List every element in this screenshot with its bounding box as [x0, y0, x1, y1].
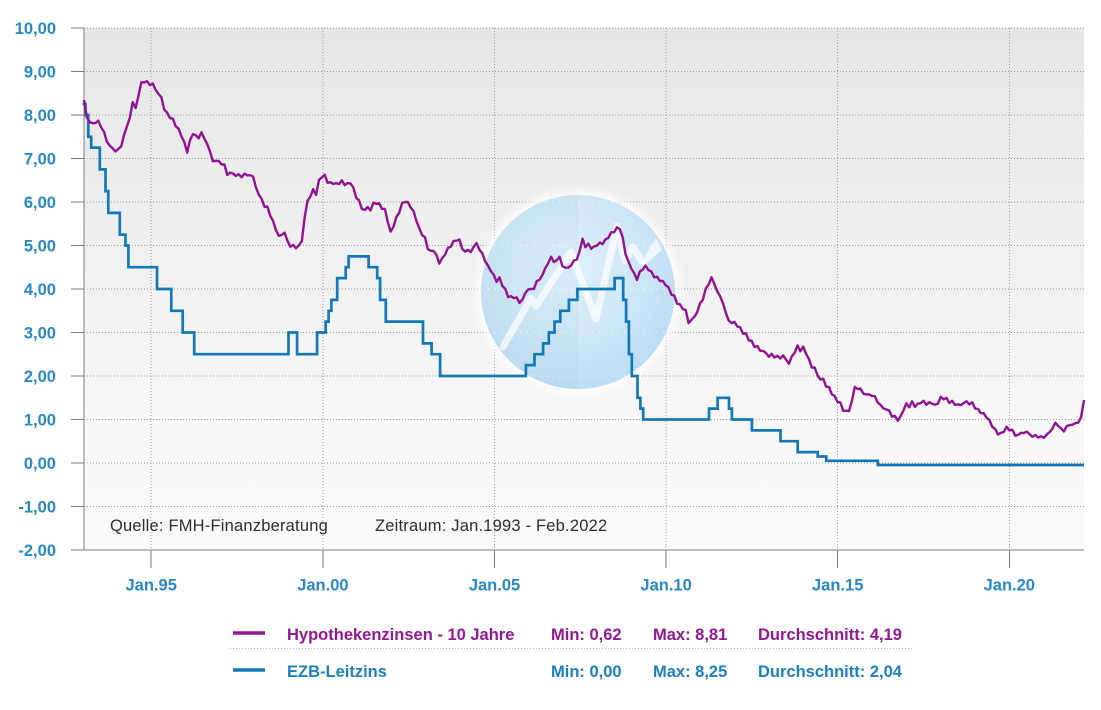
svg-text:Durchschnitt: 4,19: Durchschnitt: 4,19	[758, 626, 902, 644]
svg-text:Max: 8,25: Max: 8,25	[653, 663, 727, 681]
svg-text:8,00: 8,00	[24, 107, 56, 125]
svg-text:Jan.00: Jan.00	[297, 577, 348, 595]
svg-text:Quelle: FMH-Finanzberatung: Quelle: FMH-Finanzberatung	[110, 517, 328, 535]
svg-text:-2,00: -2,00	[18, 542, 56, 560]
svg-text:10,00: 10,00	[15, 20, 56, 38]
svg-text:0,00: 0,00	[24, 455, 56, 473]
svg-text:Durchschnitt: 2,04: Durchschnitt: 2,04	[758, 663, 903, 681]
svg-text:Zeitraum: Jan.1993 - Feb.2022: Zeitraum: Jan.1993 - Feb.2022	[375, 517, 607, 535]
svg-text:Jan.10: Jan.10	[640, 577, 691, 595]
svg-text:4,00: 4,00	[24, 281, 56, 299]
svg-text:Jan.95: Jan.95	[126, 577, 177, 595]
svg-text:9,00: 9,00	[24, 63, 56, 81]
svg-text:5,00: 5,00	[24, 237, 56, 255]
svg-text:Jan.15: Jan.15	[812, 577, 863, 595]
svg-text:Min: 0,62: Min: 0,62	[551, 626, 622, 644]
svg-text:2,00: 2,00	[24, 368, 56, 386]
svg-text:6,00: 6,00	[24, 194, 56, 212]
svg-text:7,00: 7,00	[24, 150, 56, 168]
svg-text:Hypothekenzinsen - 10 Jahre: Hypothekenzinsen - 10 Jahre	[287, 626, 514, 644]
svg-text:Min: 0,00: Min: 0,00	[551, 663, 622, 681]
svg-text:3,00: 3,00	[24, 324, 56, 342]
svg-text:Max: 8,81: Max: 8,81	[653, 626, 727, 644]
svg-text:-1,00: -1,00	[18, 498, 56, 516]
svg-text:Jan.05: Jan.05	[469, 577, 520, 595]
svg-text:1,00: 1,00	[24, 411, 56, 429]
svg-text:EZB-Leitzins: EZB-Leitzins	[287, 663, 387, 681]
svg-text:Jan.20: Jan.20	[984, 577, 1035, 595]
